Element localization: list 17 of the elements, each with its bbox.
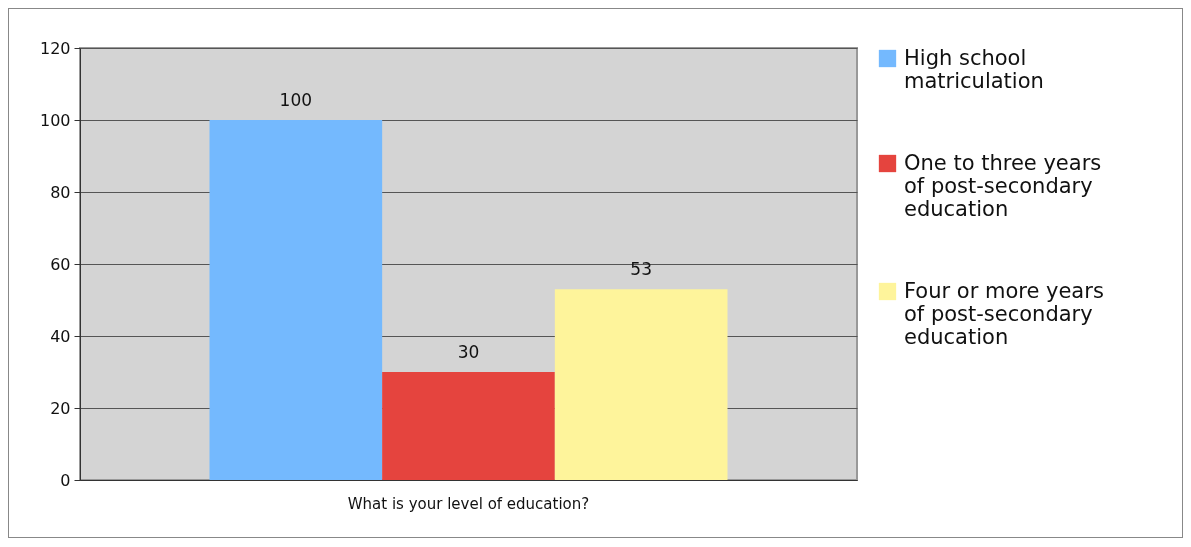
- y-tick-label: 80: [50, 182, 71, 202]
- y-tick-label: 0: [60, 470, 71, 490]
- data-label: 100: [279, 90, 313, 110]
- legend-label: High school matriculation: [904, 45, 1044, 93]
- data-label: 30: [457, 342, 480, 362]
- y-tick-label: 120: [39, 38, 71, 58]
- legend-label: Four or more years of post-secondary education: [904, 278, 1104, 349]
- bar: [554, 289, 728, 480]
- y-tick-label: 100: [39, 110, 71, 130]
- legend-label: One to three years of post-secondary education: [904, 150, 1102, 221]
- data-label: 53: [630, 259, 652, 280]
- bar: [382, 372, 555, 480]
- x-tick-label: What is your level of education?: [347, 494, 590, 513]
- y-tick-label: 40: [50, 326, 71, 346]
- y-tick-label: 60: [50, 254, 71, 274]
- bar: [209, 120, 383, 480]
- y-tick-label: 20: [50, 398, 71, 418]
